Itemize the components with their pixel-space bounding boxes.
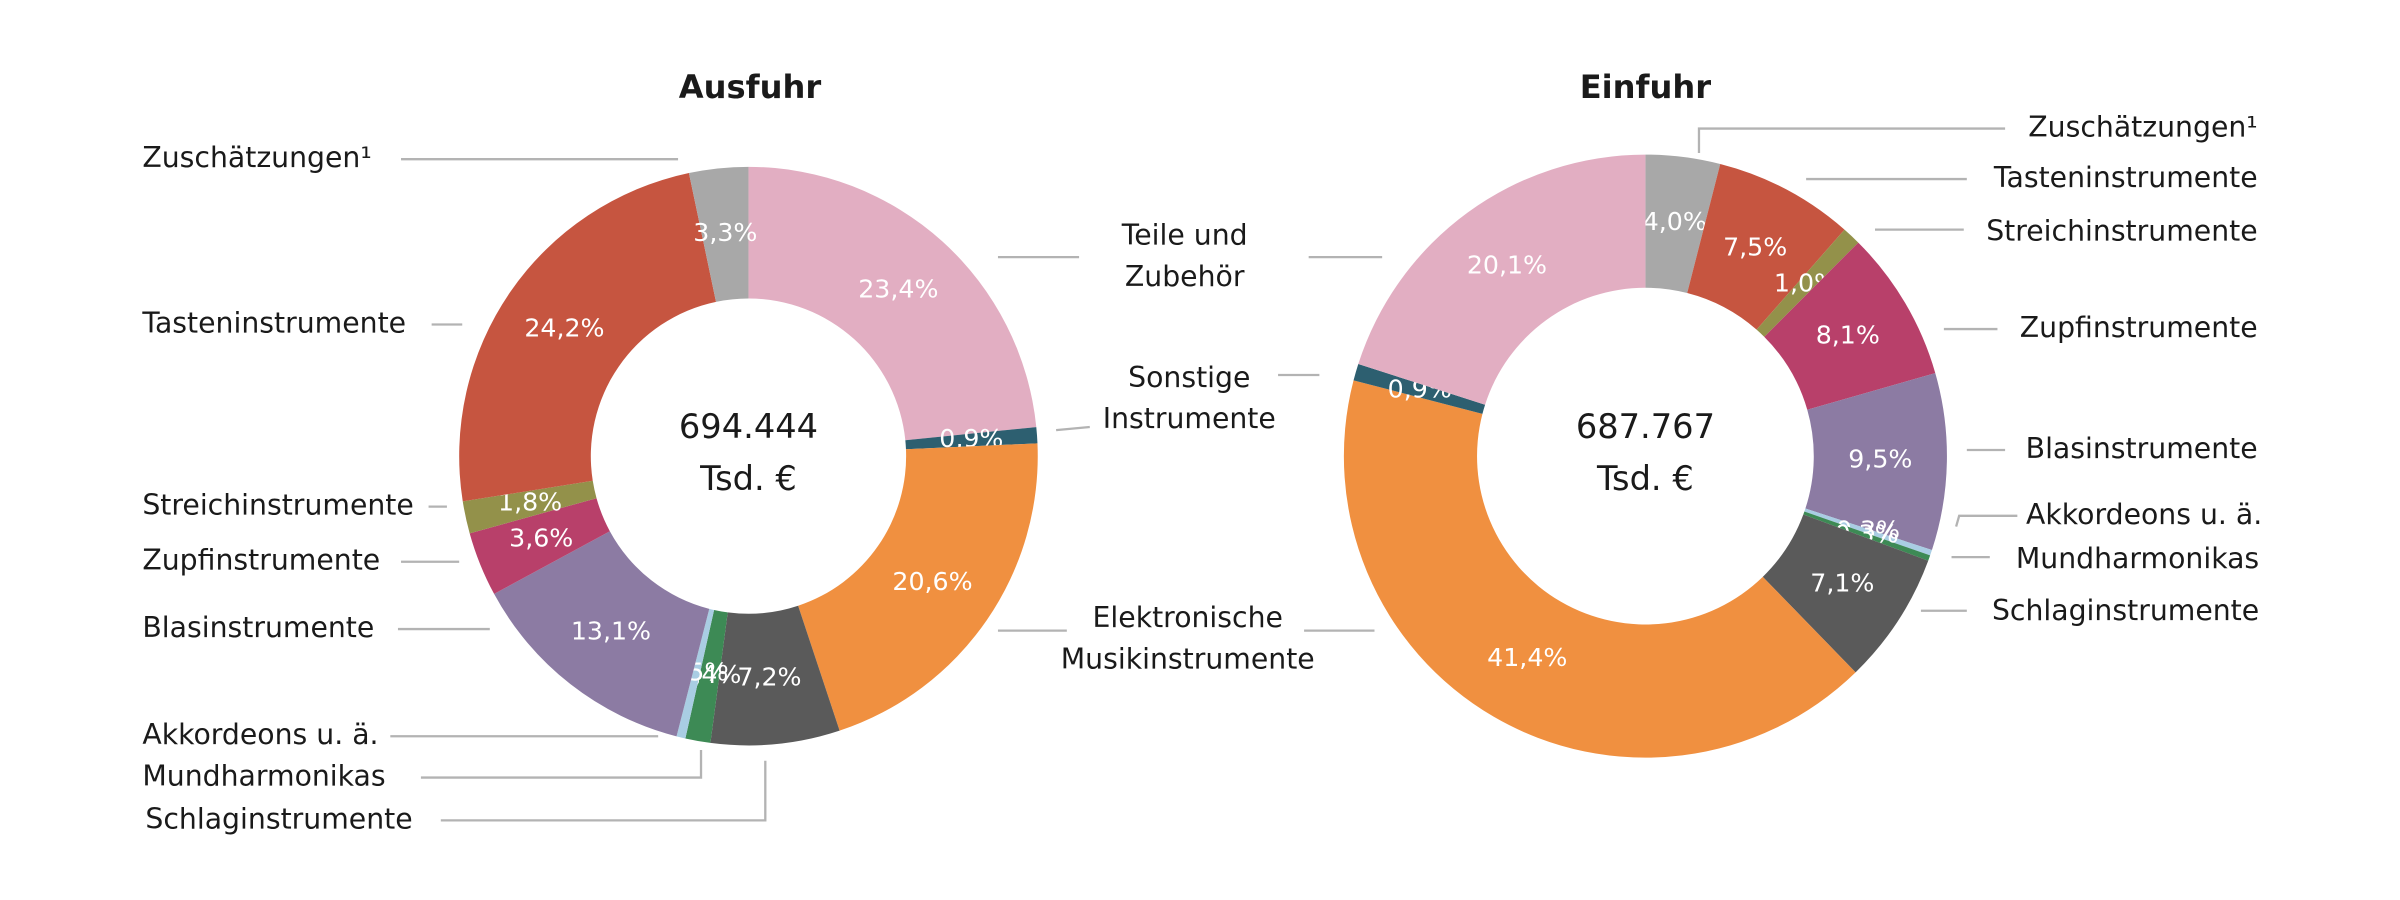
category-label: Akkordeons u. ä. [2026, 498, 2262, 531]
value-label: 24,2% [524, 313, 604, 342]
donut-slice [688, 166, 749, 302]
donut-slice [1805, 373, 1947, 551]
category-label: Akkordeons u. ä. [142, 718, 378, 751]
category-label: Zuschätzungen¹ [142, 141, 371, 174]
value-label: 23,4% [858, 274, 938, 303]
value-label: 41,4% [1487, 643, 1567, 672]
center-label: Tsd. € [1596, 459, 1694, 498]
leader-line [440, 760, 767, 822]
leader-line [420, 750, 703, 779]
category-label: Zuschätzungen¹ [2028, 111, 2257, 144]
category-label: Schlaginstrumente [145, 802, 412, 835]
leader-line [1697, 127, 2006, 154]
donut-slice [905, 427, 1038, 450]
category-label: Mundharmonikas [142, 760, 385, 793]
donut-slice [710, 605, 840, 746]
donut-slice [1687, 164, 1845, 330]
category-label: Zupfinstrumente [142, 544, 380, 577]
donut-slice [1804, 508, 1932, 556]
donut-slice [1756, 229, 1859, 337]
donut-slice [462, 480, 597, 534]
donut-slice [676, 608, 715, 739]
category-label: Zupfinstrumente [2020, 311, 2258, 344]
category-label: Schlaginstrumente [1992, 594, 2259, 627]
donut-slice [469, 498, 610, 594]
donut-slice [1358, 154, 1646, 405]
value-label: 3,6% [509, 524, 573, 553]
donut-slice [1764, 242, 1936, 410]
donut-slice [798, 443, 1038, 731]
donut-slice [494, 531, 710, 737]
donut-slice [459, 173, 717, 502]
value-label: 13,1% [571, 616, 651, 645]
value-label: 20,1% [1467, 250, 1547, 279]
category-label: Blasinstrumente [142, 611, 374, 644]
donut-slice [748, 166, 1037, 441]
leader-line [1955, 514, 2018, 527]
donut-slice [1803, 511, 1931, 561]
value-label: 3,3% [693, 218, 757, 247]
center-label: 687.767 [1576, 407, 1715, 446]
value-label: 4,0% [1643, 207, 1707, 236]
category-label: Tasteninstrumente [1993, 161, 2258, 194]
category-label: Mundharmonikas [2016, 542, 2259, 575]
chart-title: Ausfuhr [679, 68, 822, 106]
leader-line [1056, 425, 1090, 432]
category-label: Teile und Zubehör [1121, 218, 1248, 292]
donut-slice [1343, 380, 1856, 758]
value-label: 20,6% [892, 567, 972, 596]
donut-slice [685, 609, 728, 743]
donut-slice [1353, 364, 1486, 414]
category-label: Sonstige Instrumente [1103, 361, 1276, 435]
category-label: Tasteninstrumente [141, 306, 406, 339]
chart-title: Einfuhr [1580, 68, 1712, 106]
category-label: Blasinstrumente [2026, 432, 2258, 465]
center-label: 694.444 [679, 407, 818, 446]
category-label: Streichinstrumente [1986, 215, 2257, 248]
category-label: Elektronische Musikinstrumente [1061, 601, 1315, 675]
value-label: 7,2% [737, 663, 801, 692]
value-label: 7,5% [1723, 232, 1787, 261]
value-label: 9,5% [1848, 445, 1912, 474]
donut-slice [1762, 514, 1929, 673]
value-label: 7,1% [1810, 568, 1874, 597]
center-label: Tsd. € [699, 459, 797, 498]
value-label: 8,1% [1816, 321, 1880, 350]
donut-slice [1645, 154, 1721, 294]
category-label: Streichinstrumente [142, 489, 413, 522]
